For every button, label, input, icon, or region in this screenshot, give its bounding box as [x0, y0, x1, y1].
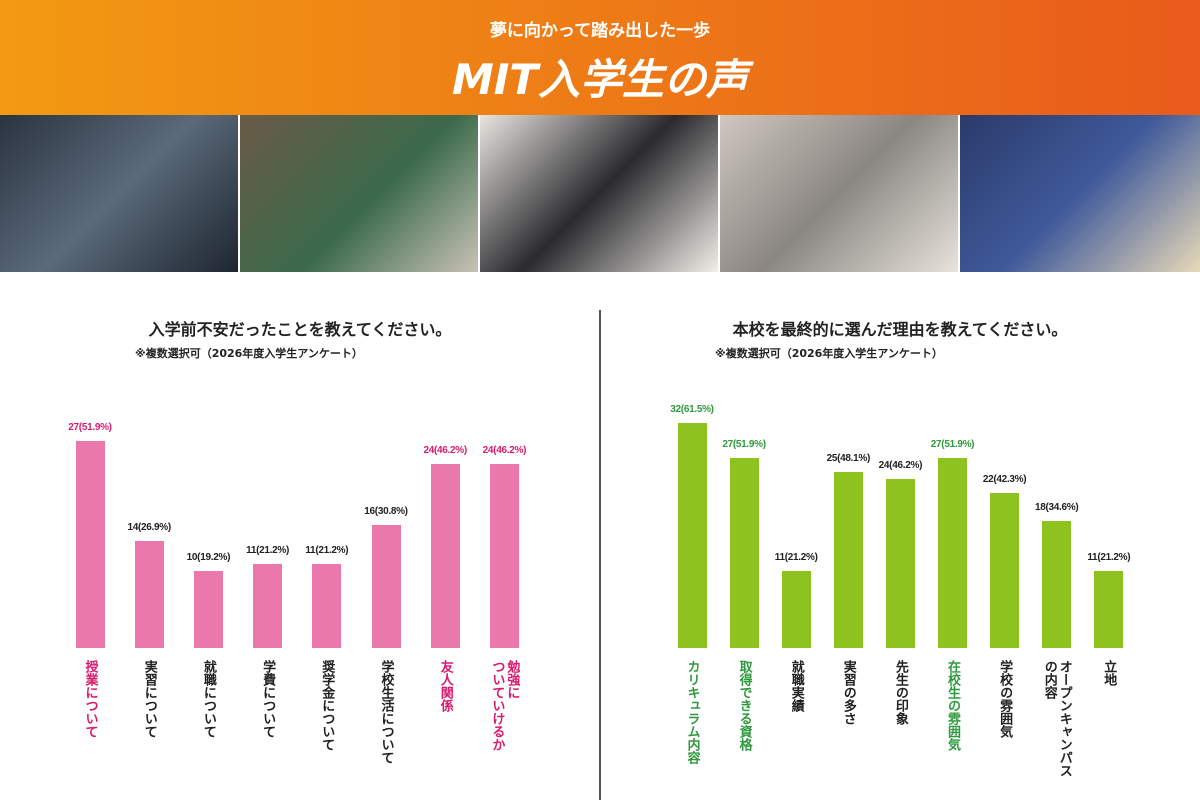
value-label: 27(51.9%): [722, 439, 766, 451]
category-label: 取得できる資格: [736, 660, 752, 751]
bar: [371, 525, 401, 648]
bar: [75, 441, 105, 648]
category-label: 在校生の雰囲気: [945, 660, 960, 751]
chart-title: 本校を最終的に選んだ理由を教えてください。: [732, 320, 1068, 339]
value-label: 32(61.5%): [670, 404, 714, 415]
value-label: 11(21.2%): [1087, 551, 1131, 563]
category-label: オープンキャンパス の内容: [1041, 660, 1072, 777]
header-subtitle: 夢に向かって踏み出した一歩: [489, 21, 711, 41]
bar: [729, 458, 759, 648]
value-label: 24(46.2%): [878, 460, 923, 472]
value-label: 16(30.8%): [364, 506, 408, 518]
bar: [1094, 570, 1124, 648]
bar: [489, 464, 519, 648]
category-label: 実習の多さ: [840, 660, 856, 725]
photo: [0, 115, 238, 272]
photo: [240, 115, 478, 272]
bar: [193, 571, 223, 648]
bar: [990, 493, 1020, 648]
value-label: 18(34.6%): [1034, 502, 1079, 514]
value-label: 14(26.9%): [127, 521, 171, 533]
category-label: 先生の印象: [892, 660, 908, 725]
photo: [480, 115, 718, 272]
bar: [833, 472, 863, 648]
header-banner: 夢に向かって踏み出した一歩 MIT入学生の声: [0, 0, 1200, 115]
category-label: 奨学金について: [319, 660, 335, 751]
chart-title: 入学前不安だったことを教えてください。: [148, 320, 452, 339]
category-label: カリキュラム内容: [684, 660, 700, 764]
category-label: 友人関係: [437, 660, 453, 712]
value-label: 24(46.2%): [423, 445, 467, 456]
category-label: 授業について: [82, 660, 98, 738]
bar: [253, 563, 283, 648]
bar: [677, 423, 707, 648]
bar: [781, 570, 811, 648]
photo: [720, 115, 958, 272]
value-label: 27(51.9%): [68, 422, 112, 433]
bar: [1042, 521, 1072, 648]
value-label: 22(42.3%): [982, 474, 1027, 486]
bar: [938, 458, 967, 648]
value-label: 11(21.2%): [774, 551, 818, 563]
value-label: 25(48.1%): [826, 453, 871, 465]
value-label: 11(21.2%): [305, 544, 349, 556]
bar: [312, 563, 342, 648]
value-label: 11(21.2%): [246, 544, 290, 556]
category-label: 就職実績: [788, 660, 804, 712]
header-title: MIT入学生の声: [451, 55, 749, 104]
bar: [885, 479, 915, 648]
chart-subtitle: ※複数選択可（2026年度入学生アンケート）: [135, 347, 363, 360]
category-label: 学校生活について: [378, 660, 394, 764]
category-label: 就職について: [200, 660, 216, 738]
photo: [960, 115, 1200, 272]
category-label: 学費について: [260, 660, 276, 738]
chart-subtitle: ※複数選択可（2026年度入学生アンケート）: [715, 347, 943, 360]
value-label: 10(19.2%): [186, 552, 231, 564]
value-label: 27(51.9%): [930, 439, 975, 451]
category-label: 実習について: [141, 660, 157, 738]
bar: [430, 464, 460, 648]
category-label: 立地: [1101, 660, 1117, 686]
bar: [134, 540, 164, 648]
category-label: 学校の雰囲気: [997, 660, 1013, 738]
value-label: 24(46.2%): [482, 445, 527, 456]
divider: [599, 310, 601, 800]
category-label: 勉強に ついていけるか: [489, 660, 520, 751]
